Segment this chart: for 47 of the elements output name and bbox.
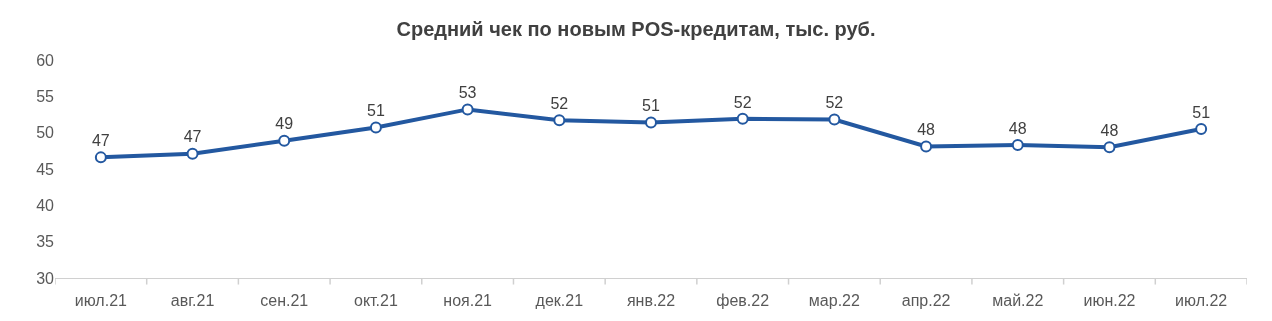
x-tick-label: июл.22 [1175,292,1228,310]
data-label: 49 [275,115,294,133]
data-label: 48 [1008,119,1027,137]
point [186,147,199,160]
y-tick-label: 35 [36,233,55,251]
point [553,114,566,127]
point [369,121,382,134]
point [1011,139,1024,152]
x-tick-label: авг.21 [170,292,215,310]
point [461,103,474,116]
data-label: 51 [1192,103,1211,121]
y-tick-label: 55 [36,87,55,105]
y-tick-label: 45 [36,160,55,178]
data-label: 52 [733,93,752,111]
x-tick-label: фев.22 [716,292,770,310]
data-label: 51 [642,97,660,115]
x-tick-label: июл.21 [74,292,128,310]
y-tick-label: 50 [36,124,55,142]
data-label: 51 [367,102,385,120]
data-label: 47 [183,128,202,146]
x-tick-label: май.22 [992,292,1044,310]
x-tick-label: сен.21 [260,292,309,310]
x-tick-label: дек.21 [535,292,584,310]
point [920,140,933,153]
x-tick-label: мар.22 [808,292,860,310]
data-label: 53 [458,84,477,102]
point [94,151,107,164]
y-tick-label: 30 [36,269,55,287]
y-tick-label: 40 [36,196,55,214]
data-label: 52 [825,94,844,112]
y-tick-label: 60 [36,51,55,69]
point [1103,141,1116,154]
point [828,113,841,126]
data-label: 47 [91,132,110,150]
x-tick-label: янв.22 [626,292,676,310]
point [1195,123,1208,136]
data-label: 48 [917,121,936,139]
data-label: 52 [550,95,569,113]
x-tick-label: апр.22 [901,292,951,310]
x-tick-label: июн.22 [1083,292,1136,310]
x-tick-label: окт.21 [353,292,398,310]
point [736,112,749,125]
point [645,116,657,129]
x-tick-label: ноя.21 [443,292,493,310]
data-label: 48 [1100,121,1119,139]
point [278,134,291,147]
chart-title: Средний чек по новым POS-кредитам, тыс. руб. [396,18,876,41]
